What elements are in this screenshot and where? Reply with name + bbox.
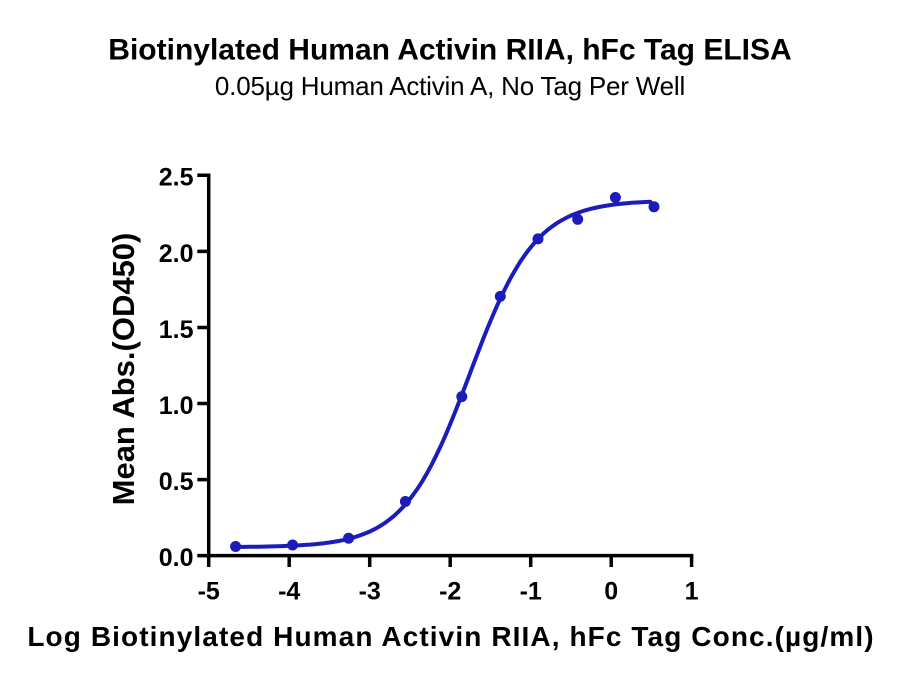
- svg-text:-5: -5: [198, 578, 220, 606]
- svg-text:1.0: 1.0: [159, 392, 194, 420]
- svg-text:0.0: 0.0: [159, 544, 194, 572]
- svg-text:2.5: 2.5: [159, 164, 194, 192]
- svg-text:0.5: 0.5: [159, 468, 194, 496]
- svg-text:0: 0: [604, 578, 618, 606]
- svg-text:0.05µg Human Activin A, No Tag: 0.05µg Human Activin A, No Tag Per Well: [215, 71, 685, 101]
- svg-text:Mean Abs.(OD450): Mean Abs.(OD450): [106, 233, 141, 506]
- svg-text:-2: -2: [439, 578, 461, 606]
- svg-text:-1: -1: [520, 578, 542, 606]
- svg-text:2.0: 2.0: [159, 240, 194, 268]
- svg-text:1.5: 1.5: [159, 316, 194, 344]
- svg-text:-4: -4: [278, 578, 300, 606]
- svg-text:Biotinylated Human Activin RII: Biotinylated Human Activin RIIA, hFc Tag…: [108, 33, 791, 66]
- svg-text:-3: -3: [359, 578, 381, 606]
- svg-text:Log Biotinylated Human Activin: Log Biotinylated Human Activin RIIA, hFc…: [27, 621, 874, 652]
- svg-text:1: 1: [685, 578, 699, 606]
